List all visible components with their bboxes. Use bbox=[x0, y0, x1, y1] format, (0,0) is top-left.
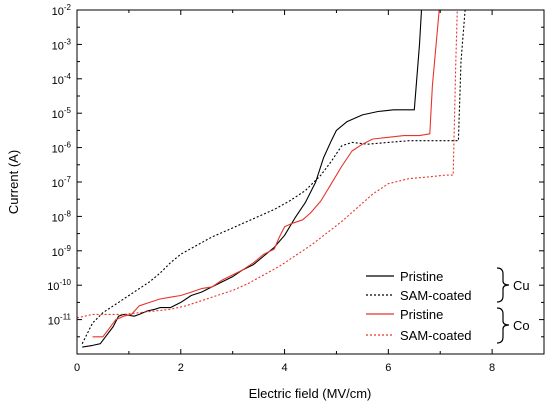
legend-label: Pristine bbox=[400, 269, 443, 284]
plot-frame bbox=[76, 9, 545, 355]
legend-group-brace bbox=[496, 267, 510, 303]
legend: Pristine SAM-coated Pristine SAM-coated Cu Co bbox=[366, 267, 530, 344]
y-tick-label: 10-10 bbox=[47, 278, 71, 293]
series-line-cu-sam-coated bbox=[81, 10, 544, 344]
x-tick-label: 0 bbox=[74, 362, 80, 374]
series-line-cu-pristine bbox=[82, 10, 544, 348]
x-tick-label: 6 bbox=[385, 362, 391, 374]
x-tick-labels: 0 2 4 6 8 bbox=[74, 362, 495, 374]
y-axis-title: Current (A) bbox=[6, 150, 21, 214]
legend-group-label: Cu bbox=[513, 278, 530, 293]
series-layer bbox=[77, 10, 544, 348]
y-tick-label: 10-11 bbox=[48, 313, 72, 328]
ticks-layer bbox=[76, 9, 544, 354]
y-tick-label: 10-7 bbox=[52, 175, 72, 190]
y-tick-label: 10-8 bbox=[52, 209, 72, 224]
series-line-co-pristine bbox=[92, 10, 544, 338]
y-tick-label: 10-6 bbox=[52, 141, 72, 156]
legend-label: SAM-coated bbox=[400, 288, 472, 303]
x-tick-label: 2 bbox=[178, 362, 184, 374]
series-line-co-sam-coated bbox=[77, 10, 544, 319]
y-tick-labels: 10-11 10-10 10-9 10-8 10-7 10-6 10-5 10-4 10-3 10… bbox=[47, 3, 71, 328]
y-tick-label: 10-4 bbox=[52, 72, 72, 87]
legend-label: Pristine bbox=[400, 307, 443, 322]
legend-label: SAM-coated bbox=[400, 328, 472, 343]
legend-group-label: Co bbox=[513, 318, 530, 333]
y-tick-label: 10-3 bbox=[52, 37, 72, 52]
x-axis-title: Electric field (MV/cm) bbox=[249, 386, 372, 401]
x-tick-label: 8 bbox=[489, 362, 495, 374]
y-tick-label: 10-5 bbox=[52, 106, 72, 121]
y-tick-label: 10-2 bbox=[52, 3, 72, 18]
y-tick-label: 10-9 bbox=[52, 244, 72, 259]
legend-group-brace bbox=[496, 307, 510, 344]
x-tick-label: 4 bbox=[281, 362, 287, 374]
